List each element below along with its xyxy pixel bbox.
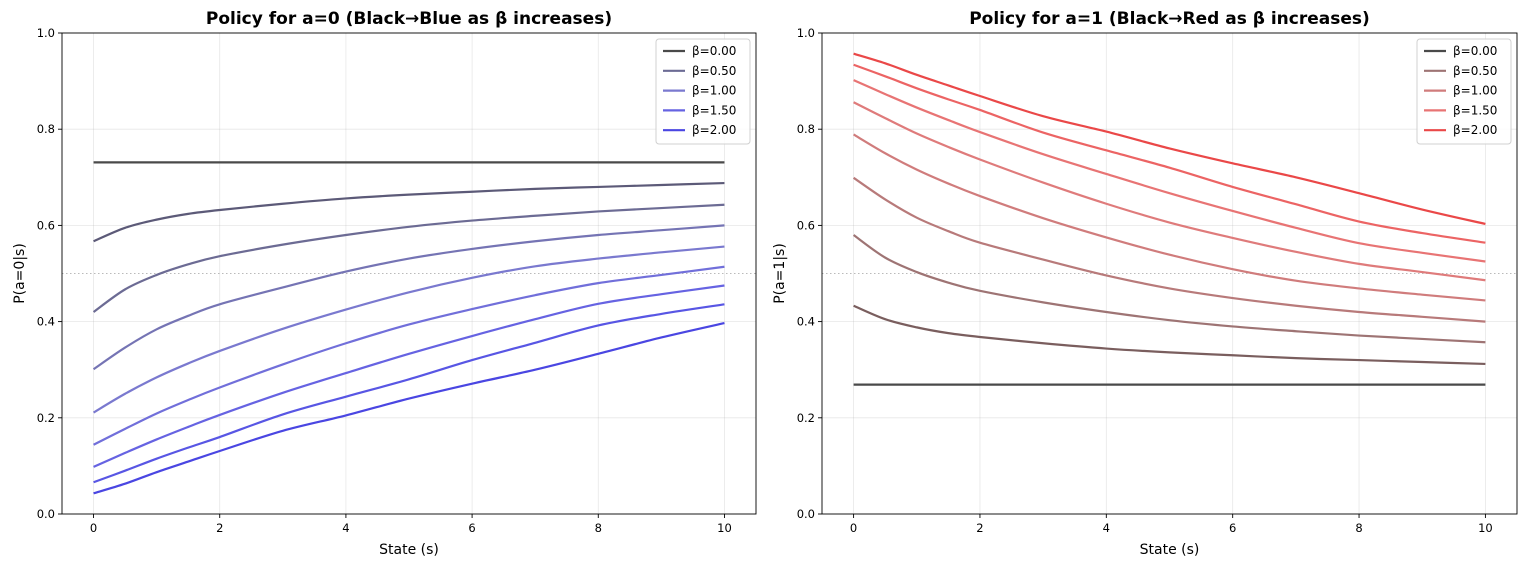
a0-legend-entry: β=0.00 [692, 44, 736, 58]
chart-a1-panel: 0 2 4 6 8 10 0.0 0.2 0.4 0.6 0.8 1.0 Policy for a=1 … [772, 9, 1518, 558]
a1-x-tick-label: 0 [850, 521, 857, 535]
a1-series-line-7 [853, 63, 1486, 244]
a0-series-line-3 [92, 224, 725, 371]
a0-y-axis-label: P(a=0|s) [12, 243, 28, 304]
a1-x-tick-label: 4 [1103, 521, 1110, 535]
a1-series-line-4 [853, 133, 1486, 302]
a1-series-line-6 [853, 79, 1486, 263]
a0-legend-entry: β=1.00 [692, 84, 736, 98]
a1-x-tick-label: 10 [1478, 521, 1493, 535]
a1-x-axis-label: State (s) [1140, 542, 1200, 558]
a1-y-tick-label: 1.0 [797, 26, 815, 40]
a0-x-tick-label: 0 [90, 521, 97, 535]
a1-legend-entry: β=1.00 [1453, 84, 1497, 98]
a0-series-line-5 [93, 265, 725, 446]
a1-series-line-3 [852, 176, 1486, 323]
a0-chart-title: Policy for a=0 (Black→Blue as β increase… [206, 9, 612, 29]
a1-x-tick-label: 2 [976, 521, 983, 535]
a0-x-axis-label: State (s) [379, 542, 439, 558]
a1-y-tick-label: 0.6 [797, 218, 815, 232]
a1-y-tick-label: 0.2 [797, 411, 815, 425]
a0-legend-entry: β=1.50 [692, 103, 736, 117]
a1-series-line-1 [853, 304, 1486, 366]
a0-series-line-1 [93, 181, 725, 243]
a0-y-tick-label: 0.2 [37, 411, 55, 425]
a0-x-tick-label: 10 [717, 521, 732, 535]
a0-series-line-6 [93, 284, 725, 468]
a0-x-tick-label: 2 [216, 521, 223, 535]
a0-legend-entry: β=0.50 [692, 64, 736, 78]
a0-y-tick-label: 1.0 [37, 26, 55, 40]
a1-y-tick-label: 0.4 [797, 315, 815, 329]
a0-series-line-2 [92, 203, 725, 313]
a0-y-tick-label: 0.4 [37, 315, 55, 329]
a0-series-line-8 [93, 321, 725, 495]
a0-series-line-4 [92, 245, 725, 414]
a0-y-tick-label: 0.8 [37, 122, 55, 136]
a1-legend: β=0.00 β=0.50 β=1.00 β=1.50 β=2.00 [1416, 38, 1512, 145]
a1-series-line-5 [853, 101, 1486, 282]
a1-legend-entry: β=0.50 [1453, 64, 1497, 78]
a0-x-tick-label: 6 [468, 521, 475, 535]
a0-plot-frame [61, 32, 757, 515]
a1-x-tick-label: 6 [1229, 521, 1236, 535]
a0-legend-box [655, 38, 751, 145]
a0-y-tick-label: 0.6 [37, 218, 55, 232]
a1-legend-entry: β=2.00 [1453, 123, 1497, 137]
a0-x-tick-label: 4 [342, 521, 349, 535]
a0-legend: β=0.00 β=0.50 β=1.00 β=1.50 β=2.00 [655, 38, 751, 145]
a1-series-line-8 [853, 52, 1486, 226]
a1-legend-entry: β=0.00 [1453, 44, 1497, 58]
a0-legend-entry: β=2.00 [692, 123, 736, 137]
a1-x-tick-label: 8 [1355, 521, 1362, 535]
a1-plot-frame [821, 32, 1518, 515]
a1-legend-entry: β=1.50 [1453, 103, 1497, 117]
a1-series-line-2 [852, 234, 1486, 344]
a1-y-axis-label: P(a=1|s) [772, 243, 788, 304]
a0-y-tick-label: 0.0 [37, 507, 55, 521]
a1-y-tick-label: 0.8 [797, 122, 815, 136]
chart-a0-panel: 0 2 4 6 8 10 0.0 0.2 0.4 0.6 0.8 1.0 Policy for a=0 … [12, 9, 757, 558]
a1-legend-box [1416, 38, 1512, 145]
a1-chart-title: Policy for a=1 (Black→Red as β increases… [969, 9, 1370, 29]
a0-series-line-7 [93, 303, 725, 484]
a1-y-tick-label: 0.0 [797, 507, 815, 521]
a0-x-tick-label: 8 [595, 521, 602, 535]
